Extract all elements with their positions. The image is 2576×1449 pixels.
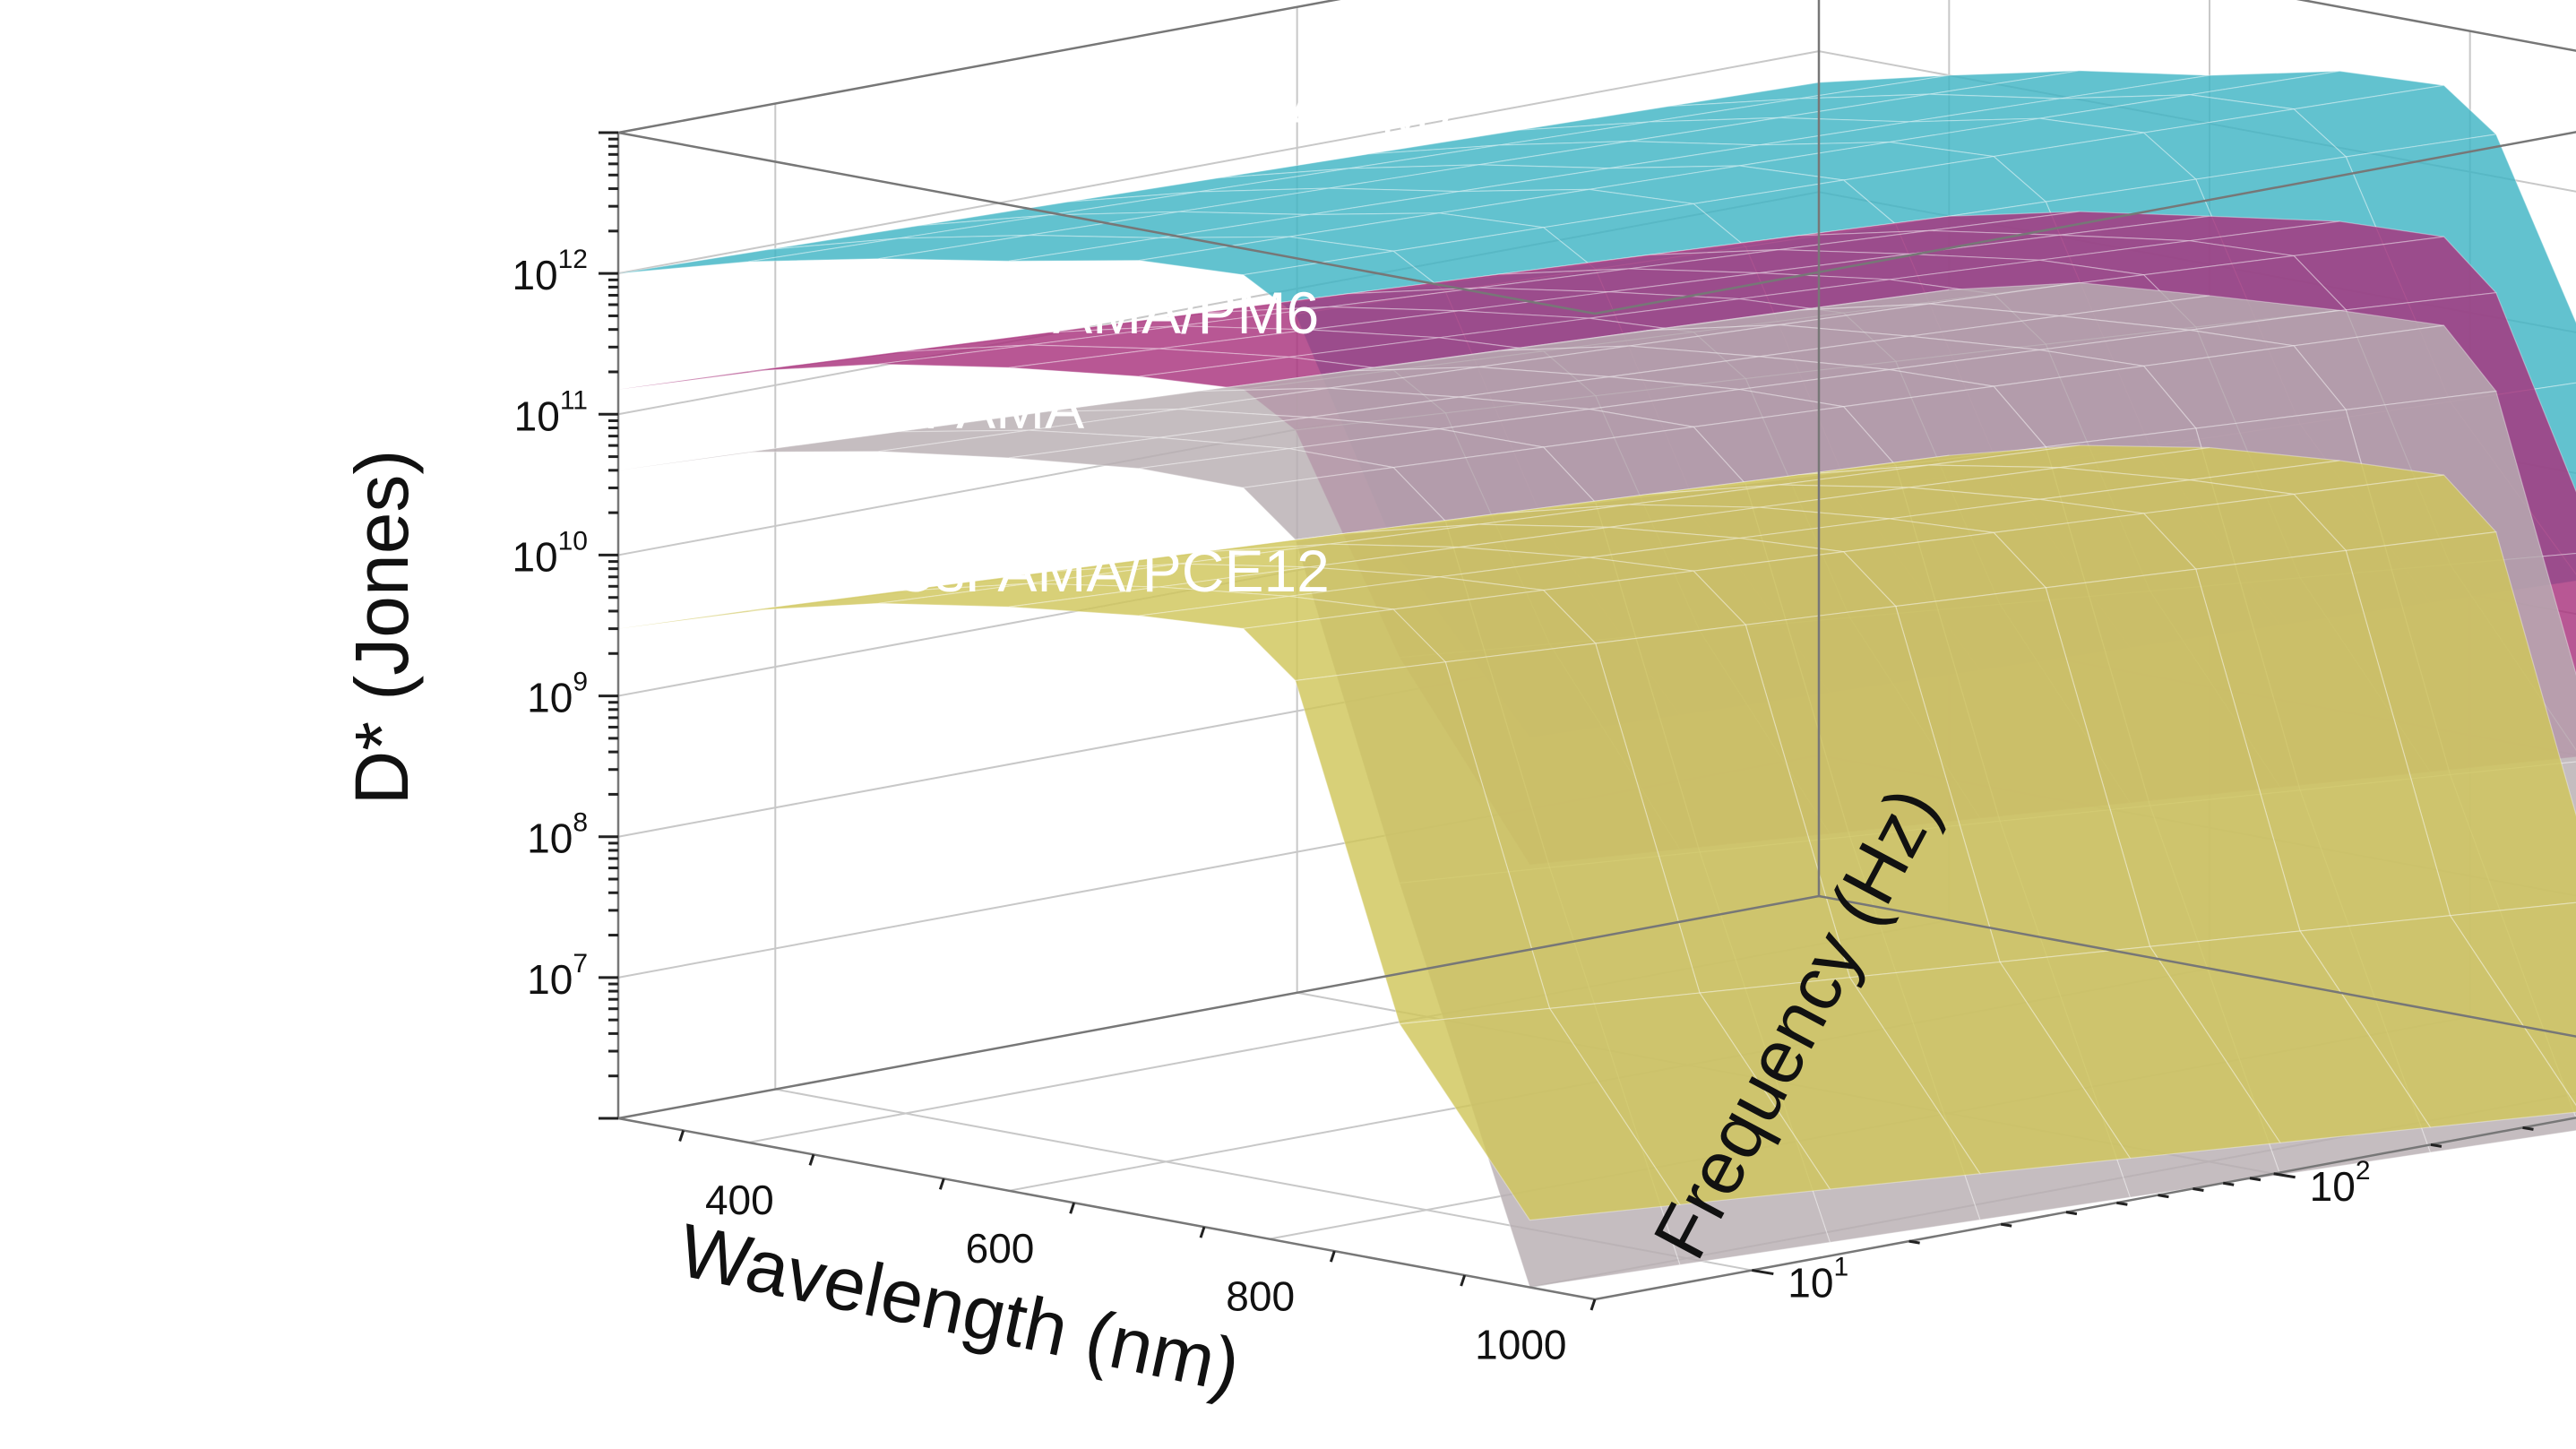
frame-edge xyxy=(1818,894,2576,1038)
z-tick-label: 108 xyxy=(527,808,588,862)
x-tick-label: 800 xyxy=(1226,1273,1295,1320)
x-minor-tick xyxy=(1460,1274,1467,1287)
y-minor-tick xyxy=(2065,1211,2078,1216)
frame-edge xyxy=(2296,0,2576,52)
series-label: CsFAMA/PM6 xyxy=(948,280,1319,346)
surface-layer xyxy=(617,70,2576,1289)
x-minor-tick xyxy=(938,1177,945,1190)
surface-patch xyxy=(2449,901,2576,1107)
x-minor-tick xyxy=(1069,1202,1076,1214)
z-tick-label: 109 xyxy=(527,668,588,721)
z-tick-label: 1010 xyxy=(512,526,588,580)
y-minor-tick xyxy=(2158,1194,2169,1199)
frame-edge xyxy=(617,131,1596,315)
series-labels: CsFAMA/PM7 CsFAMA/PM6 CsFAMA CsFAMA/PCE12 xyxy=(851,81,1462,604)
y-minor-tick xyxy=(2430,1143,2442,1148)
frame-edge xyxy=(1594,131,2576,315)
x-minor-tick xyxy=(1590,1298,1597,1311)
z-tick-label: 1011 xyxy=(514,385,588,439)
tick-marks xyxy=(599,131,2534,1311)
tick-labels: 107 108 109 1010 1011 1012 400 600 800 1000 101 102… xyxy=(512,245,2371,1368)
z-tick-label: 1012 xyxy=(512,245,588,298)
y-minor-tick xyxy=(2222,1181,2235,1186)
y-major-tick xyxy=(1752,1269,1774,1276)
x-axis-title: Wavelength (nm) xyxy=(672,1207,1247,1408)
x-minor-tick xyxy=(1329,1250,1336,1263)
series-label: CsFAMA/PCE12 xyxy=(892,538,1330,604)
y-minor-tick xyxy=(1908,1239,1920,1245)
x-minor-tick xyxy=(808,1153,815,1166)
x-tick-label: 400 xyxy=(705,1177,774,1223)
frame-edge xyxy=(617,0,1341,134)
series-label: CsFAMA/PM7 xyxy=(1091,81,1462,147)
surface-csfama-pce12 xyxy=(617,444,2576,1221)
y-major-tick xyxy=(2273,1172,2296,1179)
y-minor-tick xyxy=(2000,1222,2012,1228)
y-minor-tick xyxy=(2116,1201,2128,1206)
frame-edge xyxy=(617,1117,1596,1301)
y-minor-tick xyxy=(2522,1126,2534,1131)
x-tick-label: 1000 xyxy=(1475,1322,1566,1368)
series-label: CsFAMA xyxy=(851,375,1084,441)
y-tick-label: 101 xyxy=(1788,1253,1848,1307)
y-minor-tick xyxy=(2193,1186,2204,1192)
x-minor-tick xyxy=(678,1129,685,1142)
y-minor-tick xyxy=(2249,1177,2262,1182)
x-tick-label: 600 xyxy=(966,1225,1035,1272)
x-minor-tick xyxy=(1199,1226,1206,1238)
surface-patch xyxy=(1398,1007,1681,1221)
frame-edge xyxy=(617,894,1820,1120)
y-tick-label: 102 xyxy=(2310,1156,2371,1210)
z-axis-title: D* (Jones) xyxy=(340,450,424,806)
side-wall-grid-line xyxy=(617,50,1820,275)
z-tick-label: 107 xyxy=(527,949,588,1003)
